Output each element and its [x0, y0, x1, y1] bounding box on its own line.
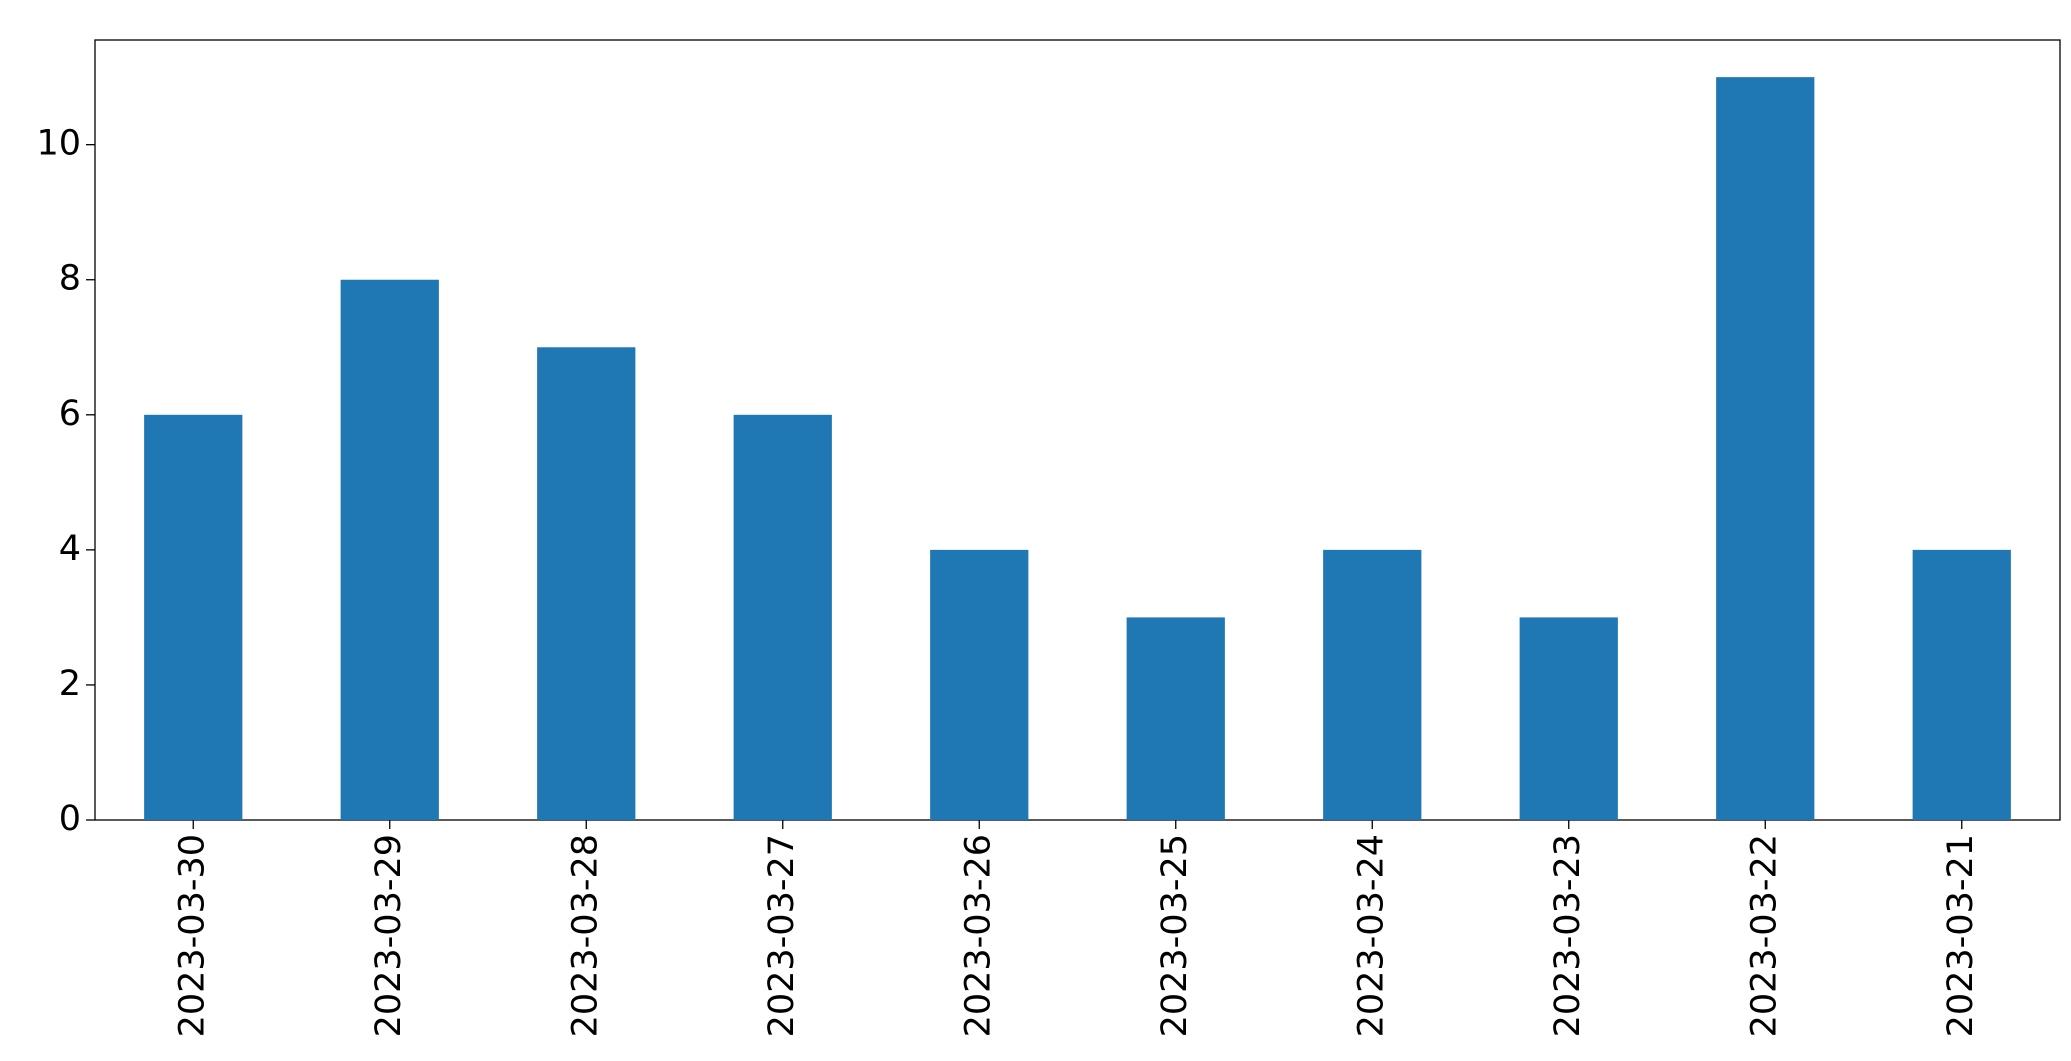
bar: [733, 414, 832, 820]
bar: [1519, 617, 1618, 820]
bar: [1126, 617, 1225, 820]
x-tick-label: 2023-03-24: [1351, 834, 1391, 1037]
x-tick-label: 2023-03-23: [1548, 834, 1588, 1037]
plot-frame: [94, 39, 2061, 821]
x-tick-label: 2023-03-22: [1744, 834, 1784, 1037]
x-tick-label: 2023-03-25: [1155, 834, 1195, 1037]
y-tick-label: 6: [59, 394, 81, 434]
y-tick-label: 10: [36, 124, 81, 164]
x-tick-label: 2023-03-26: [958, 834, 998, 1037]
x-tick-label: 2023-03-21: [1941, 834, 1981, 1037]
y-tick-label: 4: [59, 529, 81, 569]
y-tick-label: 8: [59, 259, 81, 299]
x-tick-label: 2023-03-27: [762, 834, 802, 1037]
bar: [340, 279, 439, 821]
x-tick-label: 2023-03-29: [369, 834, 409, 1037]
bar: [1323, 549, 1422, 820]
y-tick-label: 2: [59, 664, 81, 704]
x-tick-label: 2023-03-28: [565, 834, 605, 1037]
bar: [144, 414, 243, 820]
x-tick-label: 2023-03-30: [172, 834, 212, 1037]
bar: [537, 347, 636, 820]
y-tick-label: 0: [59, 799, 81, 839]
bar: [1912, 549, 2011, 820]
bar: [930, 549, 1029, 820]
bar: [1716, 77, 1815, 820]
